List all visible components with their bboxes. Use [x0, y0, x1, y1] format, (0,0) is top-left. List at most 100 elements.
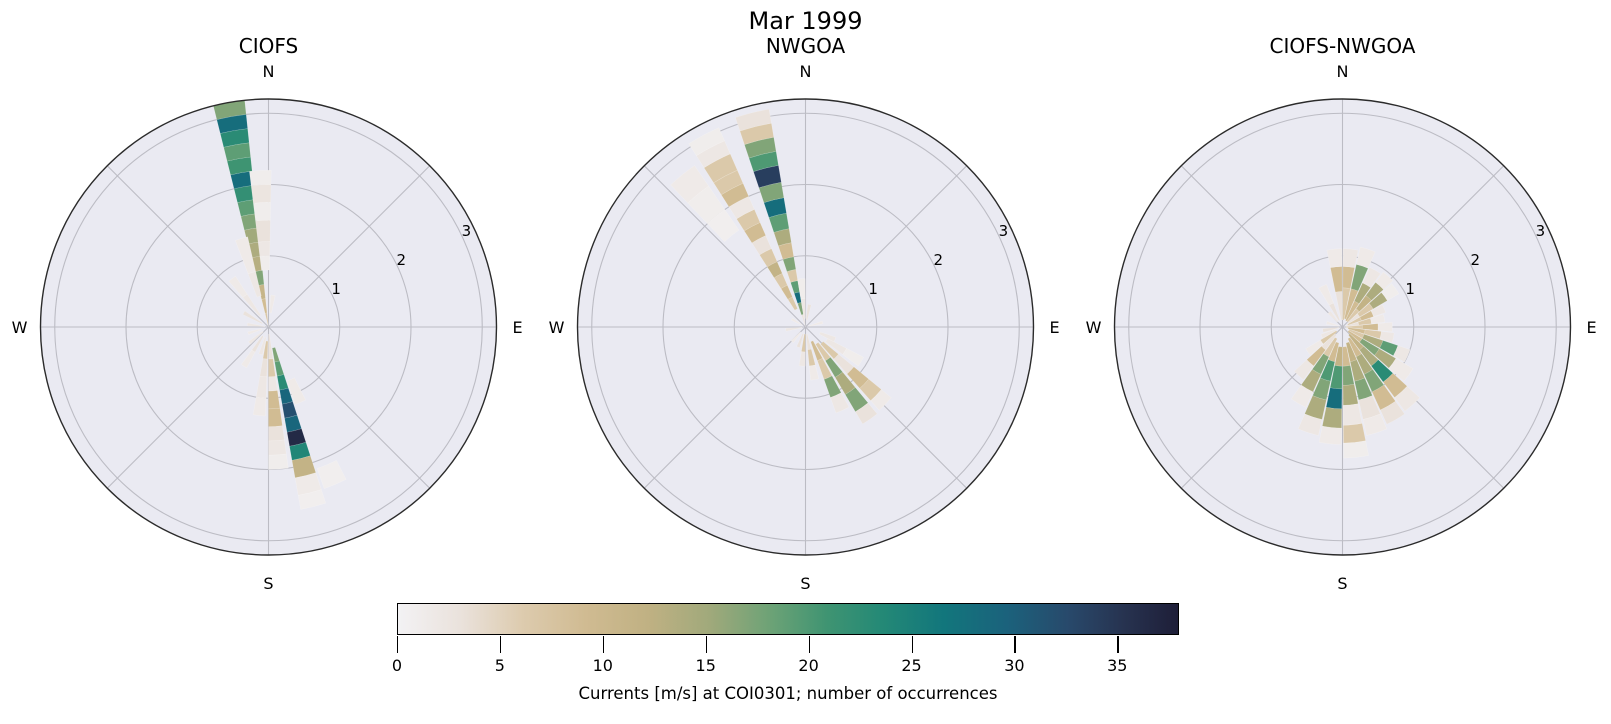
rose-petal-segment: [790, 280, 800, 294]
rose-petal-segment: [297, 489, 327, 510]
rose-petal-segment: [281, 401, 298, 419]
rose-petal-segment: [1370, 359, 1394, 383]
compass-label-w: W: [12, 318, 28, 337]
rose-petal-segment: [1347, 337, 1362, 358]
colorbar-tick-mark: [499, 636, 502, 653]
rose-petal-segment: [251, 335, 264, 353]
rose-petal-segment: [279, 387, 294, 405]
rose-petal-segment: [1322, 406, 1343, 429]
rose-petal-segment: [1345, 321, 1360, 327]
rose-petal-segment: [268, 407, 283, 428]
rose-petal-segment: [216, 114, 248, 134]
colorbar-gradient: [397, 603, 1179, 635]
colorbar-tick-mark: [1117, 636, 1119, 653]
rose-petal-segment: [274, 360, 285, 377]
rose-petal-segment: [790, 331, 802, 344]
rose-petal-segment: [1358, 395, 1381, 420]
compass-label-w: W: [1086, 318, 1102, 337]
rose-petal-segment: [859, 378, 882, 401]
rose-petal-segment: [744, 136, 777, 159]
rose-petal-segment: [1359, 310, 1374, 321]
rose-petal-segment: [798, 351, 806, 367]
rose-petal-segment: [1362, 323, 1379, 331]
compass-label-s: S: [800, 574, 810, 593]
subplot-ciofs: CIOFS N E S W 1 2 3: [0, 0, 537, 600]
rose-petal-segment: [1375, 271, 1394, 290]
radial-tick-label: 3: [462, 222, 472, 240]
rose-petal-segment: [870, 389, 892, 411]
rose-petal-segment: [1354, 377, 1373, 401]
rose-petal-segment: [805, 304, 812, 321]
grid-spoke: [268, 165, 431, 328]
rose-petal-segment: [1347, 313, 1361, 324]
rose-petal-segment: [257, 241, 271, 257]
rose-petal-segment: [1290, 384, 1314, 408]
rose-petal-segment: [1359, 338, 1380, 356]
rose-petal-segment: [753, 165, 782, 189]
colorbar-tick-label: 30: [1004, 656, 1025, 675]
rose-petal-segment: [1326, 320, 1340, 327]
rose-petal-segment: [773, 228, 792, 247]
rose-petal-segment: [720, 182, 750, 208]
rose-petal-segment: [1342, 346, 1351, 367]
rose-petal-segment: [1388, 358, 1414, 382]
rose-petal-segment: [728, 195, 755, 220]
rose-petal-segment: [1304, 395, 1327, 420]
rose-petal-segment: [1342, 248, 1359, 268]
radial-tick-label: 2: [397, 251, 407, 269]
rose-petal-segment: [247, 271, 262, 298]
colorbar-tick-label: 0: [391, 656, 403, 675]
polar-outline: [576, 98, 1035, 556]
rose-petal-segment: [796, 333, 804, 348]
rose-petal-segment: [1379, 331, 1395, 343]
rose-petal-segment: [234, 236, 256, 275]
compass-label-n: N: [800, 62, 812, 81]
compass-label-e: E: [1049, 318, 1059, 337]
rose-petal-segment: [1320, 330, 1338, 345]
radial-tick-label: 2: [934, 251, 944, 269]
rose-petal-segment: [768, 212, 790, 233]
rose-petal-segment: [268, 425, 285, 442]
rose-petal-segment: [817, 357, 833, 380]
compass-label-w: W: [549, 318, 565, 337]
rose-petal-segment: [257, 284, 266, 300]
rose-petals: [213, 99, 347, 510]
rose-petal-segment: [819, 331, 837, 343]
radial-tick-label: 3: [1536, 222, 1546, 240]
rose-petal-segment: [1382, 372, 1408, 398]
rose-petal-segment: [276, 374, 289, 391]
rose-petal-segment: [1347, 330, 1363, 343]
rose-petal-segment: [1381, 283, 1400, 301]
rose-petal-segment: [240, 349, 256, 369]
colorbar-tick-label: 10: [592, 656, 613, 675]
grid-spoke: [106, 326, 269, 489]
rose-petal-segment: [1345, 324, 1363, 330]
rose-petal-segment: [797, 302, 804, 316]
rose-petal-segment: [825, 356, 844, 378]
rose-petal-segment: [782, 256, 797, 272]
rose-petal-segment: [261, 298, 268, 314]
rose-petal-segment: [268, 390, 281, 410]
rose-petal-segment: [1325, 387, 1343, 410]
rose-petal-segment: [787, 296, 798, 311]
colorbar-tick-label: 5: [494, 656, 505, 675]
rose-chart-ciofs-nwgoa: N E S W 1 2 3: [1086, 62, 1597, 593]
radial-tick-label: 1: [331, 280, 341, 298]
rose-petal-segment: [713, 169, 744, 196]
subplot-title-ciofs-nwgoa: CIOFS-NWGOA: [1269, 34, 1416, 58]
rose-petal-segment: [1312, 377, 1331, 401]
figure-suptitle: Mar 1999: [748, 7, 863, 35]
colorbar-tick-label: 25: [901, 656, 922, 675]
radial-tick-label: 1: [1405, 280, 1415, 298]
rose-petal-segment: [1327, 341, 1340, 363]
rose-petal-segment: [1300, 368, 1322, 393]
subplot-nwgoa: NWGOA N E S W 1 2 3: [537, 0, 1074, 600]
rose-petal-segment: [1355, 353, 1374, 375]
rose-petal-segment: [242, 293, 262, 317]
rose-petal-segment: [228, 275, 248, 298]
rose-petal-segment: [1363, 329, 1382, 340]
rose-petal-segment: [791, 317, 803, 326]
rose-petal-segment: [1347, 316, 1362, 326]
rose-petal-segment: [269, 294, 276, 314]
rose-petal-segment: [707, 209, 740, 243]
